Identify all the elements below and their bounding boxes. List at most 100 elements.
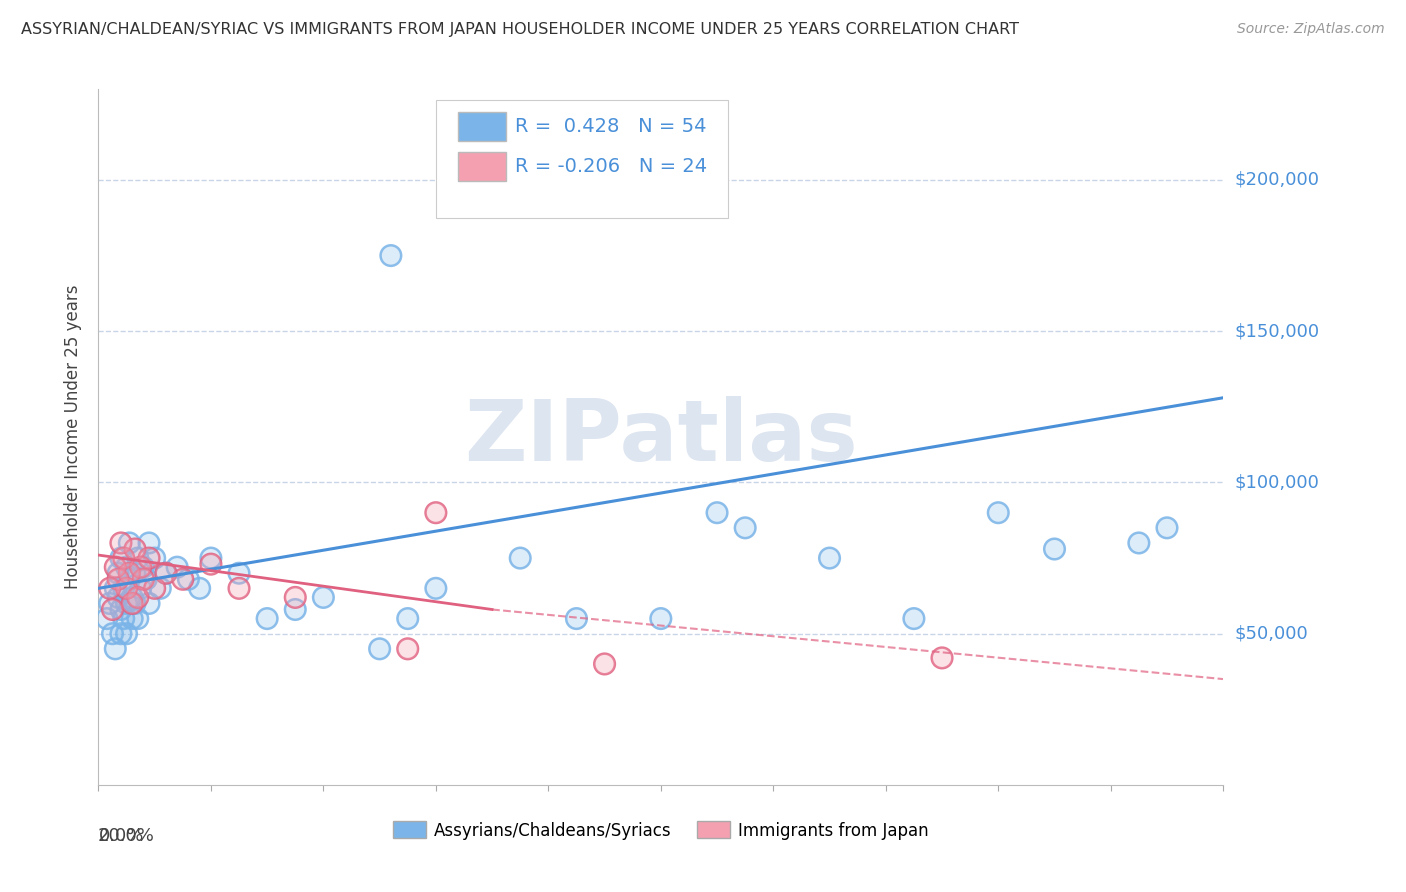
Point (368, 641, 391, 656)
Point (380, 249, 402, 263)
Text: R =  0.428   N = 54: R = 0.428 N = 54 (515, 117, 706, 136)
Point (101, 602, 124, 616)
FancyBboxPatch shape (458, 112, 506, 141)
Point (177, 572, 200, 586)
Point (149, 582, 172, 596)
Point (143, 551, 166, 566)
Point (110, 602, 132, 616)
Point (101, 602, 124, 616)
Point (96, 611, 118, 625)
Point (312, 591, 335, 605)
Point (118, 566, 141, 581)
Point (1043, 541, 1066, 556)
Point (104, 582, 127, 596)
Point (396, 641, 419, 656)
Point (132, 572, 155, 586)
Point (118, 572, 141, 586)
Point (425, 582, 447, 596)
Point (200, 551, 222, 566)
Point (118, 566, 141, 581)
Point (107, 566, 129, 581)
Point (121, 597, 143, 611)
Point (115, 626, 138, 640)
Point (124, 541, 146, 556)
Point (127, 611, 149, 625)
Point (1156, 521, 1178, 535)
Point (98, 597, 121, 611)
Point (127, 551, 149, 566)
Text: ASSYRIAN/CHALDEAN/SYRIAC VS IMMIGRANTS FROM JAPAN HOUSEHOLDER INCOME UNDER 25 YE: ASSYRIAN/CHALDEAN/SYRIAC VS IMMIGRANTS F… (21, 22, 1019, 37)
Point (987, 506, 1010, 520)
Point (127, 611, 149, 625)
Point (931, 651, 953, 665)
Point (118, 572, 141, 586)
Point (115, 582, 138, 596)
Legend: Assyrians/Chaldeans/Syriacs, Immigrants from Japan: Assyrians/Chaldeans/Syriacs, Immigrants … (385, 814, 936, 847)
Point (396, 611, 419, 625)
Point (380, 249, 402, 263)
Point (129, 582, 152, 596)
Point (284, 591, 307, 605)
Point (903, 611, 925, 625)
Point (565, 611, 588, 625)
Point (132, 560, 155, 574)
Point (112, 582, 135, 596)
Point (124, 597, 146, 611)
Point (110, 551, 132, 566)
Point (138, 536, 160, 550)
Point (110, 536, 132, 550)
Point (112, 551, 135, 566)
Point (706, 506, 728, 520)
Point (903, 611, 925, 625)
Point (124, 541, 146, 556)
Point (706, 506, 728, 520)
Point (138, 551, 160, 566)
Point (138, 597, 160, 611)
Point (107, 591, 129, 605)
Point (127, 591, 149, 605)
Text: 20.0%: 20.0% (98, 827, 155, 845)
Point (115, 626, 138, 640)
Text: 0.0%: 0.0% (98, 827, 143, 845)
Point (121, 611, 143, 625)
Point (104, 560, 127, 574)
Point (1128, 536, 1150, 550)
Point (200, 557, 222, 571)
Point (818, 551, 841, 566)
Point (396, 641, 419, 656)
Point (188, 582, 211, 596)
Point (200, 557, 222, 571)
Point (110, 626, 132, 640)
Point (112, 611, 135, 625)
Point (129, 560, 152, 574)
Point (166, 560, 188, 574)
Point (121, 611, 143, 625)
Point (228, 582, 250, 596)
Point (228, 566, 250, 581)
FancyBboxPatch shape (458, 152, 506, 181)
Point (115, 597, 138, 611)
Point (101, 626, 124, 640)
Text: $100,000: $100,000 (1234, 474, 1319, 491)
Point (1043, 541, 1066, 556)
Point (155, 566, 177, 581)
Point (987, 506, 1010, 520)
Point (312, 591, 335, 605)
Point (110, 551, 132, 566)
Point (256, 611, 278, 625)
Point (115, 582, 138, 596)
Point (155, 566, 177, 581)
Point (104, 641, 127, 656)
Text: R = -0.206   N = 24: R = -0.206 N = 24 (515, 157, 707, 176)
Point (104, 582, 127, 596)
Point (124, 566, 146, 581)
Point (425, 506, 447, 520)
Text: $200,000: $200,000 (1234, 171, 1319, 189)
Point (650, 611, 672, 625)
Point (565, 611, 588, 625)
Point (124, 566, 146, 581)
Point (166, 560, 188, 574)
Point (127, 551, 149, 566)
Text: ZIPatlas: ZIPatlas (464, 395, 858, 479)
Point (98, 597, 121, 611)
